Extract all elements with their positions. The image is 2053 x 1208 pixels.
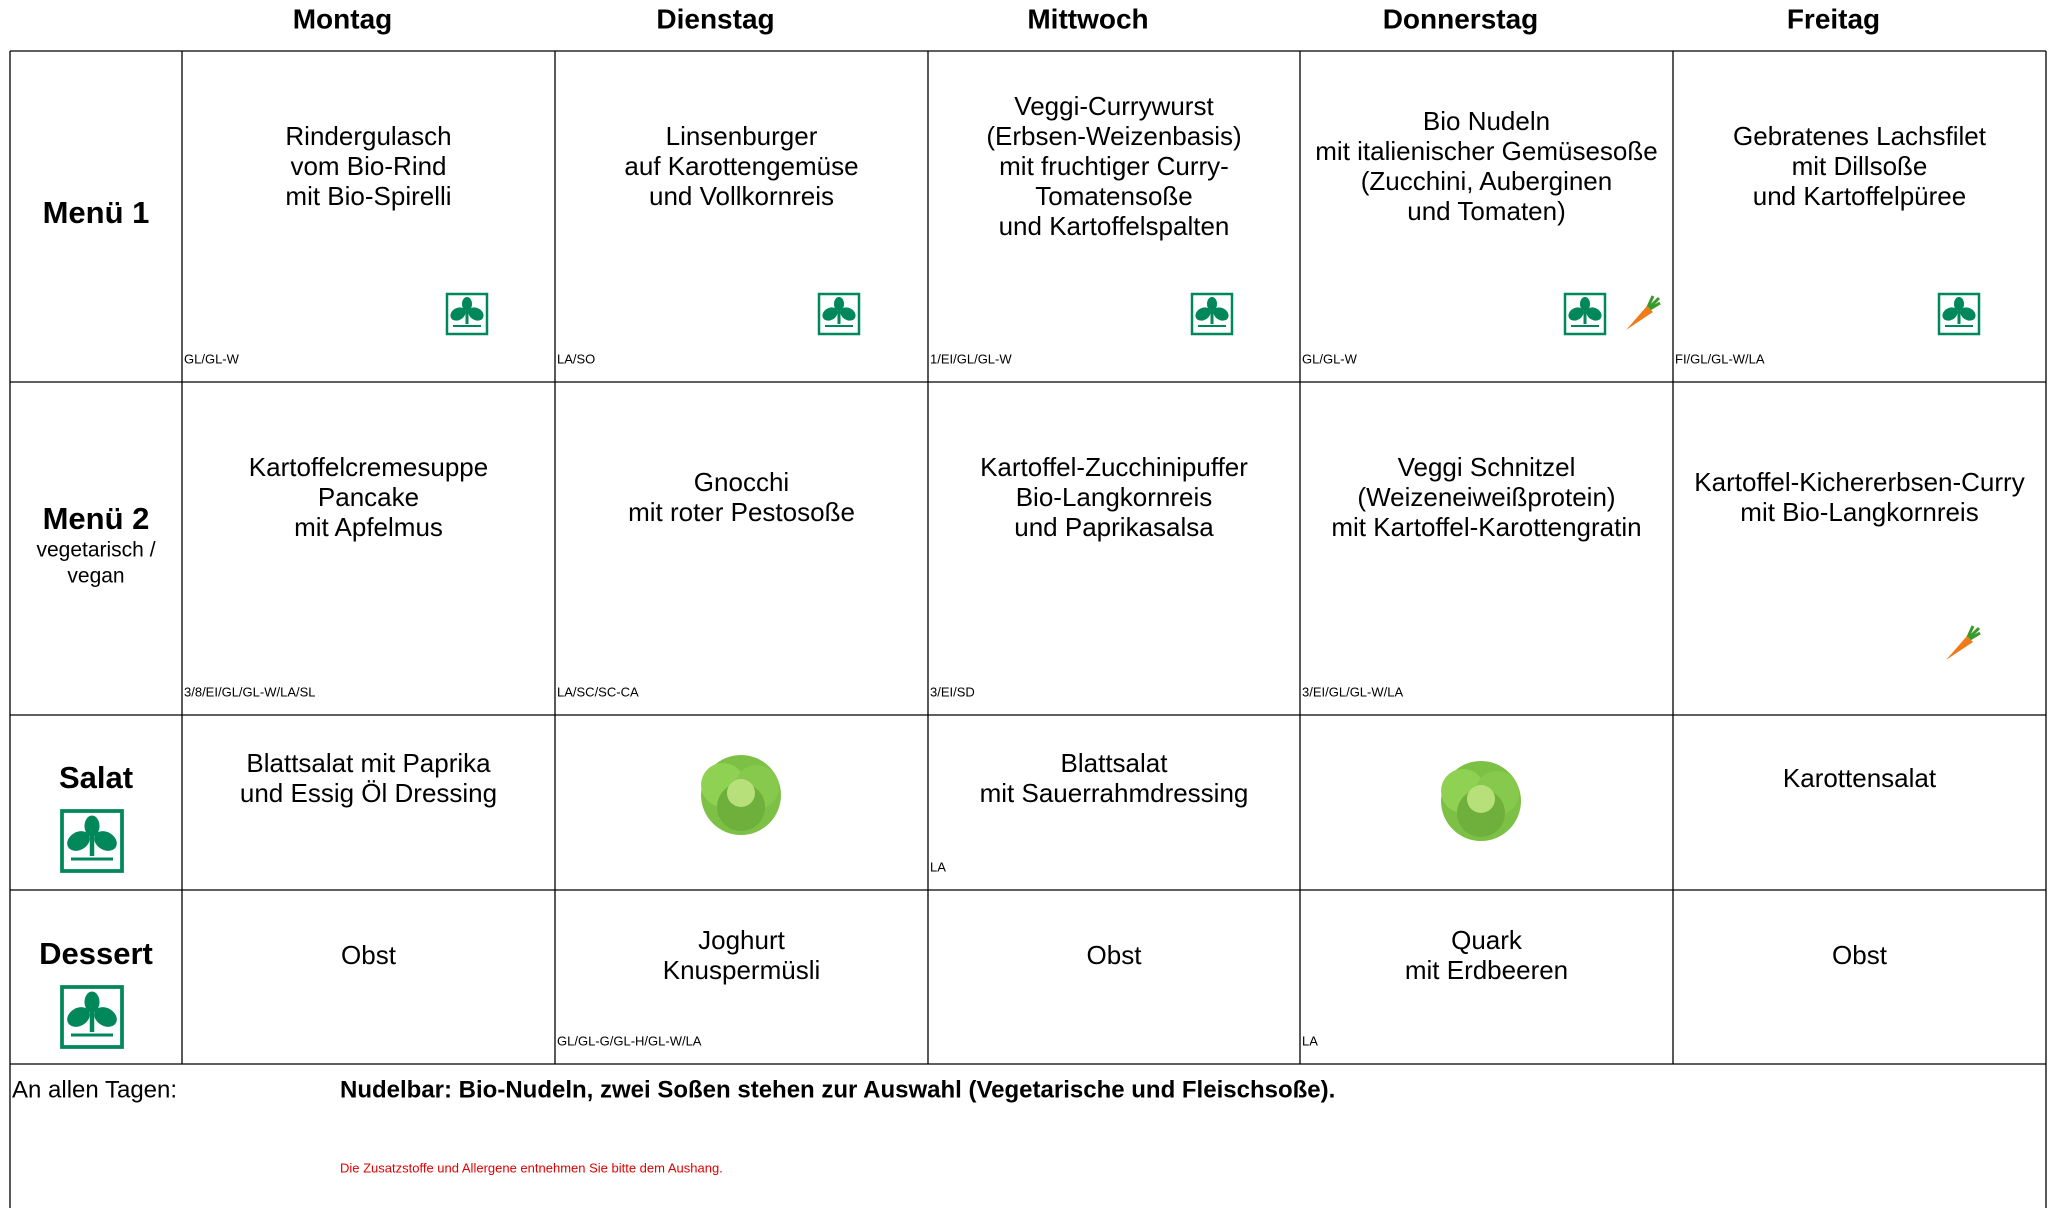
dish-text: Bio-Langkornreis [1016, 482, 1213, 512]
dish-text: Gnocchi [694, 467, 789, 497]
dish-text: mit Bio-Langkornreis [1740, 497, 1978, 527]
allergens: GL/GL-W [184, 351, 240, 366]
day-header: Dienstag [656, 3, 774, 34]
allergens: LA [930, 859, 946, 874]
dish-text: mit Apfelmus [294, 512, 443, 542]
day-header: Freitag [1787, 3, 1880, 34]
row-label: Salat [59, 760, 133, 795]
footer-note: Die Zusatzstoffe und Allergene entnehmen… [340, 1160, 723, 1175]
allergens: 3/EI/GL/GL-W/LA [1302, 684, 1403, 699]
carrot-icon [1944, 624, 1982, 662]
dge-logo [445, 292, 489, 336]
day-header: Montag [293, 3, 393, 34]
row-sublabel: vegetarisch / [36, 539, 155, 562]
dish-text: mit Erdbeeren [1405, 955, 1568, 985]
dish-text: (Zucchini, Auberginen [1361, 166, 1612, 196]
dish-text: Obst [341, 940, 397, 970]
dish-text: und Vollkornreis [649, 181, 834, 211]
dish-text: mit italienischer Gemüsesoße [1315, 136, 1657, 166]
carrot-icon [1624, 294, 1662, 332]
dish-text: Kartoffel-Kichererbsen-Curry [1694, 467, 2024, 497]
dish-text: mit Dillsoße [1792, 151, 1928, 181]
dish-text: auf Karottengemüse [624, 151, 858, 181]
dish-text: mit fruchtiger Curry- [999, 151, 1229, 181]
dish-text: und Essig Öl Dressing [240, 778, 497, 808]
dish-text: (Weizeneiweißprotein) [1357, 482, 1615, 512]
allergens: 3/8/EI/GL/GL-W/LA/SL [184, 684, 316, 699]
allergens: LA/SO [557, 351, 595, 366]
dge-logo [60, 809, 124, 873]
dish-text: Kartoffelcremesuppe [249, 452, 488, 482]
dish-text: mit Bio-Spirelli [285, 181, 451, 211]
dish-text: (Erbsen-Weizenbasis) [986, 121, 1241, 151]
dish-text: Joghurt [698, 925, 785, 955]
dish-text: vom Bio-Rind [290, 151, 446, 181]
dish-text: Gebratenes Lachsfilet [1733, 121, 1987, 151]
dish-text: Obst [1832, 940, 1888, 970]
allergens: LA [1302, 1033, 1318, 1048]
dish-text: Karottensalat [1783, 763, 1937, 793]
dish-text: und Paprikasalsa [1014, 512, 1214, 542]
footer-text: Nudelbar: Bio-Nudeln, zwei Soßen stehen … [340, 1076, 1335, 1103]
lettuce-image [1441, 761, 1521, 841]
dish-text: Tomatensoße [1035, 181, 1193, 211]
allergens: GL/GL-W [1302, 351, 1358, 366]
row-label: Menü 1 [43, 195, 150, 230]
dge-logo [817, 292, 861, 336]
dish-text: und Kartoffelpüree [1753, 181, 1966, 211]
dish-text: Veggi Schnitzel [1398, 452, 1576, 482]
icons [60, 292, 1982, 1049]
allergens: FI/GL/GL-W/LA [1675, 351, 1765, 366]
row-label: Dessert [39, 936, 153, 971]
dish-text: Linsenburger [666, 121, 818, 151]
dish-text: mit Sauerrahmdressing [980, 778, 1249, 808]
allergens: LA/SC/SC-CA [557, 684, 639, 699]
dish-text: und Kartoffelspalten [999, 211, 1230, 241]
dge-logo [1937, 292, 1981, 336]
dish-text: Kartoffel-Zucchinipuffer [980, 452, 1248, 482]
row-sublabel: vegan [67, 565, 124, 588]
day-header: Donnerstag [1383, 3, 1539, 34]
lettuce-image [701, 755, 781, 835]
footer-label: An allen Tagen: [12, 1076, 177, 1103]
dge-logo [60, 985, 124, 1049]
dish-text: Rindergulasch [285, 121, 451, 151]
day-header: Mittwoch [1027, 3, 1148, 34]
dish-text: Bio Nudeln [1423, 106, 1550, 136]
dish-text: mit Kartoffel-Karottengratin [1331, 512, 1641, 542]
dish-text: Blattsalat mit Paprika [246, 748, 491, 778]
dish-text: Pancake [318, 482, 419, 512]
dish-text: mit roter Pestosoße [628, 497, 855, 527]
dge-logo [1190, 292, 1234, 336]
dish-text: Obst [1087, 940, 1143, 970]
dish-text: Blattsalat [1061, 748, 1169, 778]
dish-text: Quark [1451, 925, 1523, 955]
allergens: 3/EI/SD [930, 684, 975, 699]
row-label: Menü 2 [43, 501, 150, 536]
dge-logo [1563, 292, 1607, 336]
dish-text: Knuspermüsli [663, 955, 821, 985]
allergens: 1/EI/GL/GL-W [930, 351, 1012, 366]
allergens: GL/GL-G/GL-H/GL-W/LA [557, 1033, 702, 1048]
dish-text: und Tomaten) [1407, 196, 1566, 226]
dish-text: Veggi-Currywurst [1014, 91, 1214, 121]
